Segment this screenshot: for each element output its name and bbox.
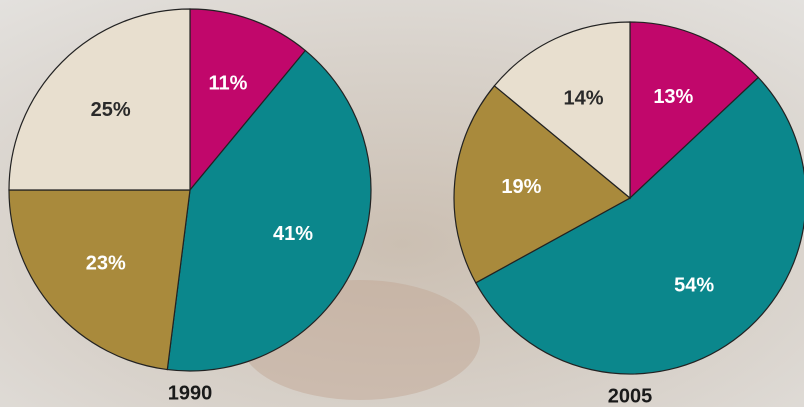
data-label: 23% [86, 252, 126, 274]
pie-title: 1990 [168, 382, 213, 404]
data-label: 25% [91, 99, 131, 121]
data-label: 11% [209, 73, 248, 95]
chart: 11% 41% 23% 25% 1990 13% 54% 19% 14% 2005 [0, 0, 804, 407]
data-label: 14% [564, 88, 604, 110]
data-label: 13% [653, 86, 693, 108]
data-label: 54% [674, 275, 714, 297]
pie-title: 2005 [608, 385, 653, 407]
data-label: 19% [501, 176, 541, 198]
page: 11%41%23%25%199013%54%19%14%2005 (() => … [0, 0, 804, 407]
data-label: 41% [273, 223, 313, 245]
